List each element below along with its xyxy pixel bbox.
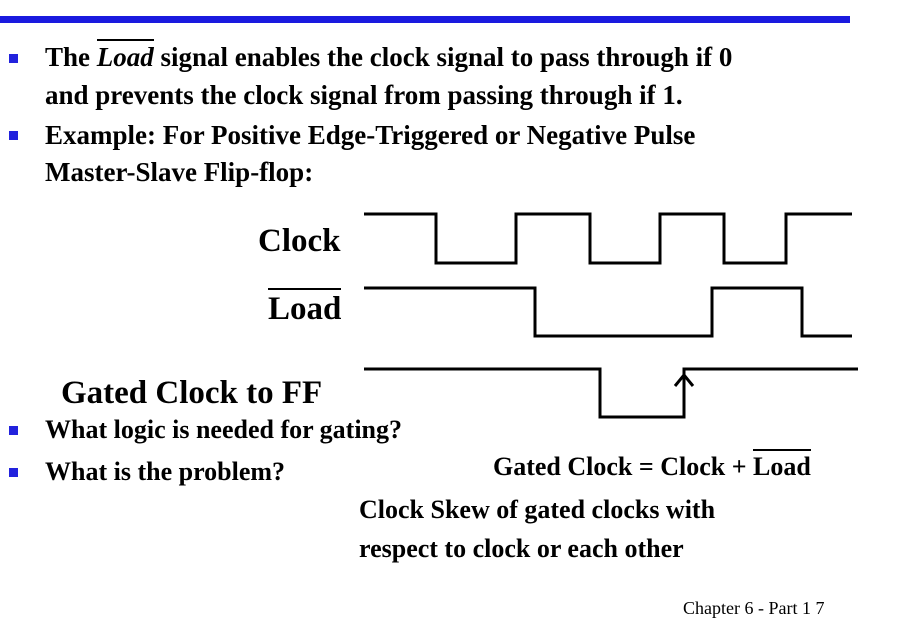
bullet-1-post: signal enables the clock signal to pass …	[153, 42, 733, 72]
load-label-text: Load	[268, 288, 342, 327]
bullet-square-icon	[9, 54, 18, 63]
load-label: Load	[268, 288, 342, 327]
bullet-2-line-1: Example: For Positive Edge-Triggered or …	[45, 120, 696, 150]
rising-edge-arrow-icon	[673, 372, 695, 387]
title-divider-bar	[0, 16, 850, 23]
bullet-1-line-2: and prevents the clock signal from passi…	[45, 80, 683, 110]
equation-prefix: Gated Clock = Clock +	[493, 452, 754, 481]
gated-clock-waveform	[364, 367, 858, 419]
bullet-square-icon	[9, 468, 18, 477]
answer-line-1: Clock Skew of gated clocks with	[359, 495, 716, 524]
clock-label: Clock	[258, 223, 341, 259]
bullet-square-icon	[9, 426, 18, 435]
question-1: What logic is needed for gating?	[45, 415, 403, 444]
equation-load: Load	[753, 449, 811, 481]
bullet-1-pre: The	[45, 42, 97, 72]
bullet-square-icon	[9, 131, 18, 140]
bullet-1-line-1: The Load signal enables the clock signal…	[45, 39, 733, 72]
question-2: What is the problem?	[45, 457, 286, 486]
slide-footer: Chapter 6 - Part 1 7	[683, 598, 825, 618]
bullet-2-line-2: Master-Slave Flip-flop:	[45, 157, 314, 187]
gated-clock-label: Gated Clock to FF	[61, 375, 323, 411]
load-waveform	[364, 286, 852, 338]
load-term: Load	[96, 39, 154, 72]
answer-line-2: respect to clock or each other	[359, 534, 684, 563]
clock-waveform	[364, 212, 852, 265]
gating-equation: Gated Clock = Clock + Load	[493, 449, 811, 481]
